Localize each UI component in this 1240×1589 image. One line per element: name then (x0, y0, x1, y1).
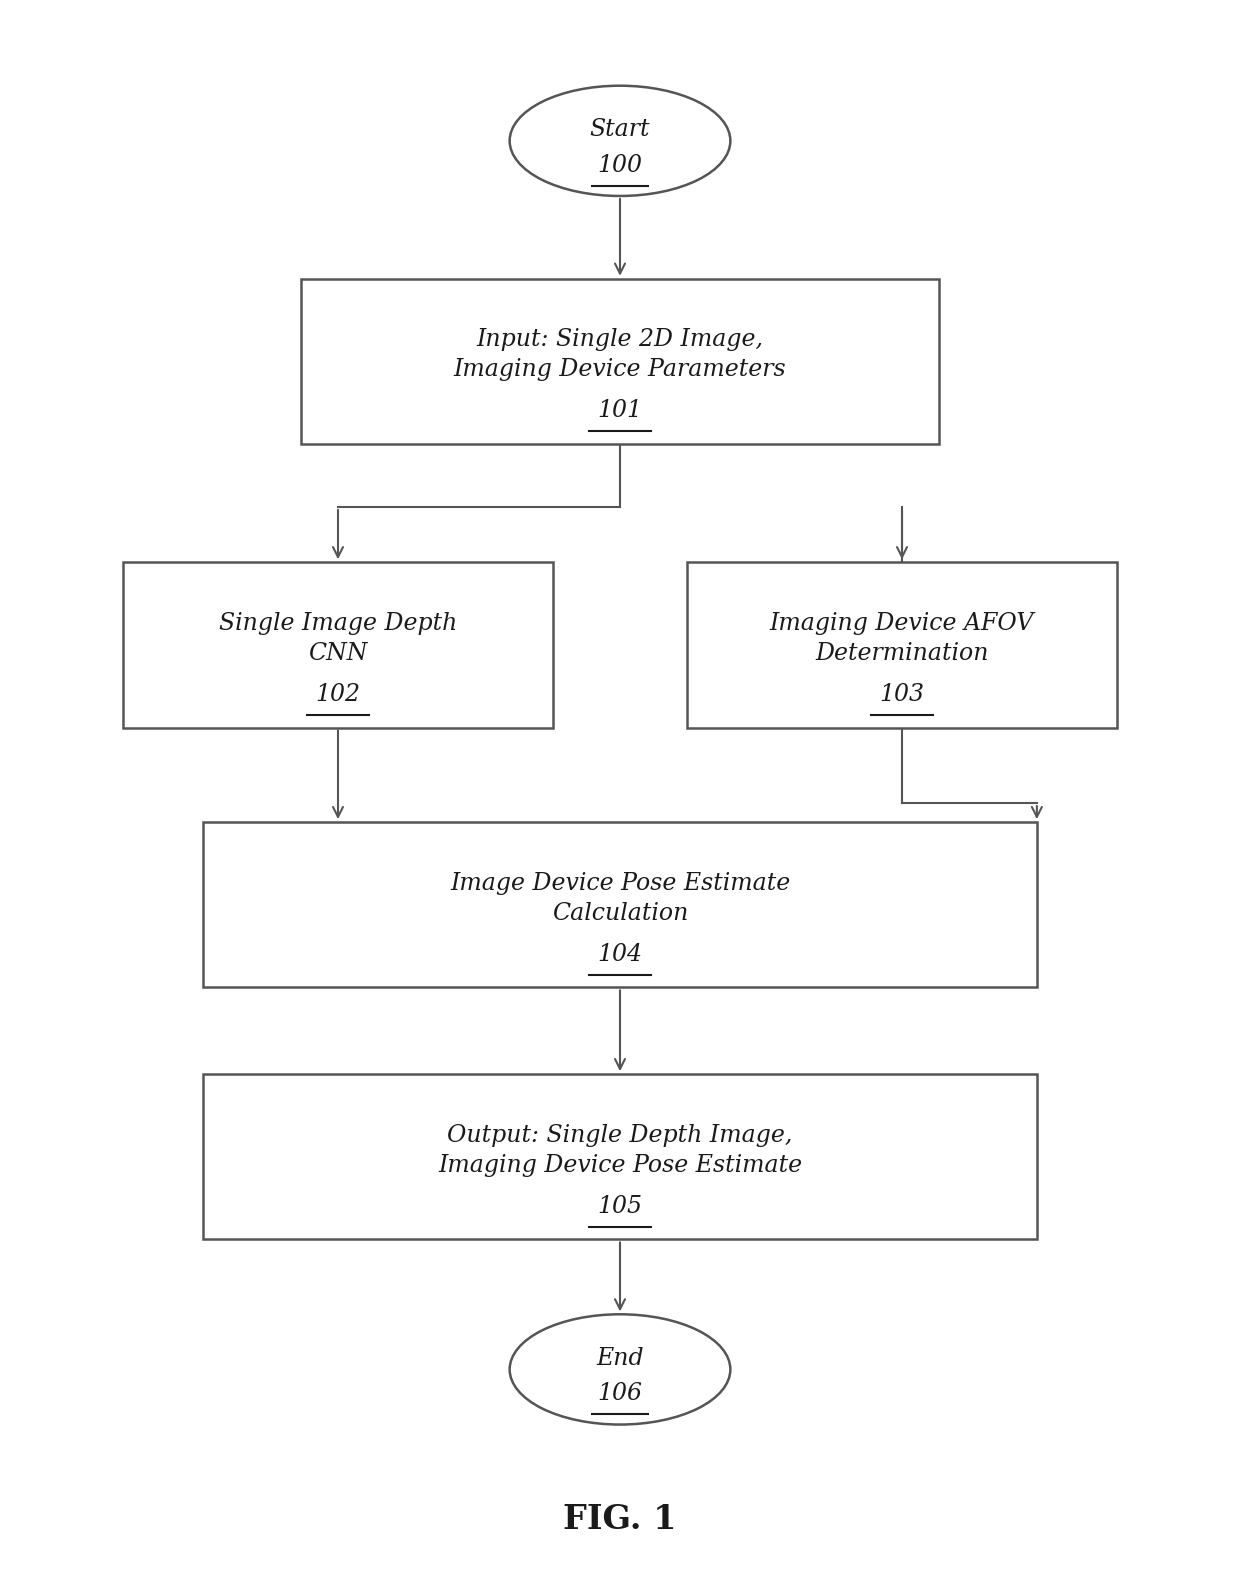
Text: Input: Single 2D Image,: Input: Single 2D Image, (476, 329, 764, 351)
Text: Image Device Pose Estimate: Image Device Pose Estimate (450, 872, 790, 895)
Text: 105: 105 (598, 1195, 642, 1217)
Text: CNN: CNN (309, 642, 368, 664)
Text: Imaging Device Parameters: Imaging Device Parameters (454, 358, 786, 381)
Text: Single Image Depth: Single Image Depth (218, 612, 458, 636)
Text: End: End (596, 1347, 644, 1370)
FancyBboxPatch shape (687, 563, 1116, 728)
Text: 106: 106 (598, 1382, 642, 1405)
FancyBboxPatch shape (301, 278, 939, 443)
Text: 101: 101 (598, 399, 642, 423)
Text: FIG. 1: FIG. 1 (563, 1503, 677, 1535)
Text: 100: 100 (598, 154, 642, 176)
Text: Output: Single Depth Image,: Output: Single Depth Image, (448, 1123, 792, 1147)
Text: 103: 103 (879, 683, 925, 706)
Text: Calculation: Calculation (552, 901, 688, 925)
Text: Imaging Device AFOV: Imaging Device AFOV (770, 612, 1034, 636)
Text: Start: Start (590, 118, 650, 141)
Ellipse shape (510, 86, 730, 195)
Text: Determination: Determination (815, 642, 988, 664)
Text: 102: 102 (315, 683, 361, 706)
Text: 104: 104 (598, 942, 642, 966)
FancyBboxPatch shape (203, 822, 1037, 987)
FancyBboxPatch shape (124, 563, 553, 728)
FancyBboxPatch shape (203, 1074, 1037, 1239)
Ellipse shape (510, 1314, 730, 1425)
Text: Imaging Device Pose Estimate: Imaging Device Pose Estimate (438, 1154, 802, 1176)
